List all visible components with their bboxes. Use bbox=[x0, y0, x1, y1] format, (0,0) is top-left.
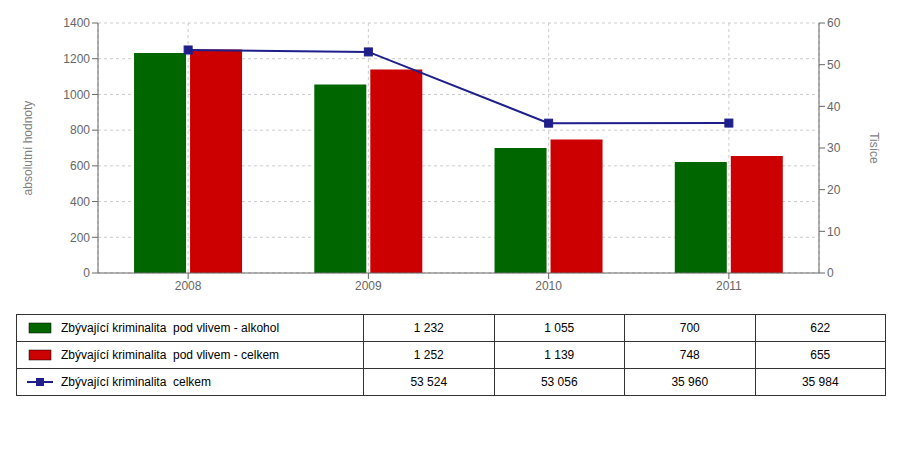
svg-text:0: 0 bbox=[827, 266, 834, 280]
svg-text:600: 600 bbox=[70, 159, 90, 173]
svg-text:2009: 2009 bbox=[355, 279, 382, 293]
html-text:Zbývající kriminalita pod vliv: Zbývající kriminalita pod vlivem - celke… bbox=[61, 348, 280, 362]
html-text:748: 748 bbox=[679, 348, 700, 362]
html-text:1 252: 1 252 bbox=[413, 348, 444, 362]
svg-text:800: 800 bbox=[70, 123, 90, 137]
svg-text:1400: 1400 bbox=[63, 16, 90, 30]
svg-text:400: 400 bbox=[70, 195, 90, 209]
svg-text:10: 10 bbox=[827, 225, 841, 239]
html-text:53 056: 53 056 bbox=[540, 375, 578, 389]
html-text:Zbývající kriminalita celkem: Zbývající kriminalita celkem bbox=[61, 375, 211, 389]
svg-text:40: 40 bbox=[827, 100, 841, 114]
html-text:700: 700 bbox=[679, 321, 700, 335]
svg-text:50: 50 bbox=[827, 58, 841, 72]
html-text:53 524: 53 524 bbox=[410, 375, 448, 389]
html-text:Zbývající kriminalita pod vliv: Zbývající kriminalita pod vlivem - alkoh… bbox=[61, 321, 280, 335]
svg-text:30: 30 bbox=[827, 141, 841, 155]
svg-text:1200: 1200 bbox=[63, 52, 90, 66]
svg-text:Tisíce: Tisíce bbox=[867, 132, 881, 164]
svg-text:20: 20 bbox=[827, 183, 841, 197]
html-text:35 960: 35 960 bbox=[671, 375, 709, 389]
html-text:1 055: 1 055 bbox=[544, 321, 575, 335]
svg-text:2011: 2011 bbox=[716, 279, 742, 293]
html-text:1 139: 1 139 bbox=[544, 348, 575, 362]
svg-text:2010: 2010 bbox=[535, 279, 562, 293]
svg-text:1000: 1000 bbox=[63, 88, 90, 102]
html-text:655: 655 bbox=[810, 348, 831, 362]
svg-text:200: 200 bbox=[70, 231, 90, 245]
html-text:622: 622 bbox=[810, 321, 831, 335]
svg-text:60: 60 bbox=[827, 16, 841, 30]
svg-text:absolutní hodnoty: absolutní hodnoty bbox=[21, 101, 35, 196]
svg-text:2008: 2008 bbox=[175, 279, 202, 293]
html-text:1 232: 1 232 bbox=[413, 321, 444, 335]
svg-text:0: 0 bbox=[83, 266, 90, 280]
html-text:35 984: 35 984 bbox=[801, 375, 839, 389]
